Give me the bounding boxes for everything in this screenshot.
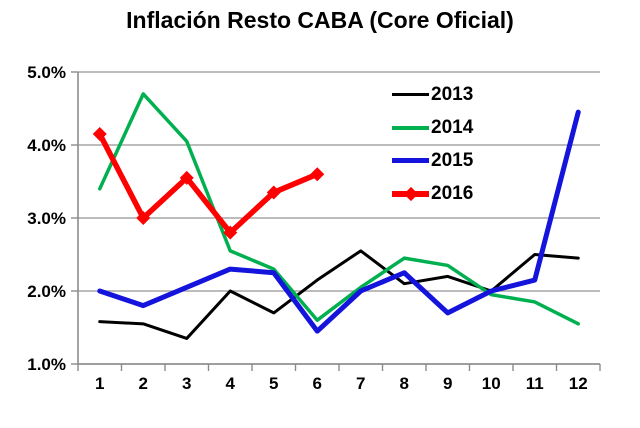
- legend-item-2015: 2015: [392, 144, 473, 177]
- series-line-2016: [97, 131, 320, 236]
- x-tick-label: 5: [269, 374, 278, 393]
- series-marker-diamond-2016: [310, 167, 325, 182]
- series-line-2015: [97, 109, 581, 334]
- legend-item-2013: 2013: [392, 78, 473, 111]
- legend-line-swatch-2015: [392, 158, 429, 163]
- x-tick-label: 9: [443, 374, 452, 393]
- legend-line-swatch-2013: [392, 93, 429, 96]
- series-marker-diamond-2016: [179, 170, 194, 185]
- series-line-2014: [98, 92, 580, 326]
- x-tick-label: 10: [482, 374, 501, 393]
- x-tick-label: 2: [139, 374, 148, 393]
- x-tick-label: 1: [95, 374, 104, 393]
- x-tick-label: 8: [400, 374, 409, 393]
- legend-diamond-icon: [403, 186, 418, 201]
- y-tick-label: 2.0%: [27, 282, 66, 301]
- series-marker-diamond-2016: [223, 225, 238, 240]
- x-tick-label: 12: [569, 374, 588, 393]
- chart-canvas: 5.0%4.0%3.0%2.0%1.0%1 2 3 4 5 6 7 8 9 10 11 12: [27, 63, 601, 393]
- legend-label-2014: 2014: [431, 117, 474, 138]
- x-tick-label: 4: [226, 374, 236, 393]
- legend: 2013 2014 2015 2016: [392, 78, 473, 210]
- legend-line-swatch-2014: [392, 125, 429, 130]
- legend-item-2014: 2014: [392, 111, 473, 144]
- x-tick-label: 6: [313, 374, 322, 393]
- legend-item-2016: 2016: [392, 177, 473, 210]
- chart-title: Inflación Resto CABA (Core Oficial): [126, 7, 514, 33]
- x-tick-label: 11: [526, 374, 544, 393]
- legend-label-2013: 2013: [431, 84, 474, 105]
- y-tick-label: 3.0%: [27, 209, 66, 228]
- legend-label-2015: 2015: [431, 150, 474, 171]
- y-tick-label: 4.0%: [27, 136, 66, 155]
- series-marker-diamond-2016: [266, 185, 281, 200]
- y-tick-label: 1.0%: [27, 355, 66, 374]
- x-tick-label: 3: [182, 374, 191, 393]
- series-line-2013: [98, 249, 580, 340]
- series-marker-diamond-2016: [136, 211, 151, 225]
- legend-line-swatch-2016: [392, 186, 429, 201]
- series-marker-diamond-2016: [92, 127, 107, 142]
- legend-label-2016: 2016: [431, 183, 474, 204]
- x-tick-label: 7: [356, 374, 365, 393]
- y-tick-label: 5.0%: [27, 63, 66, 82]
